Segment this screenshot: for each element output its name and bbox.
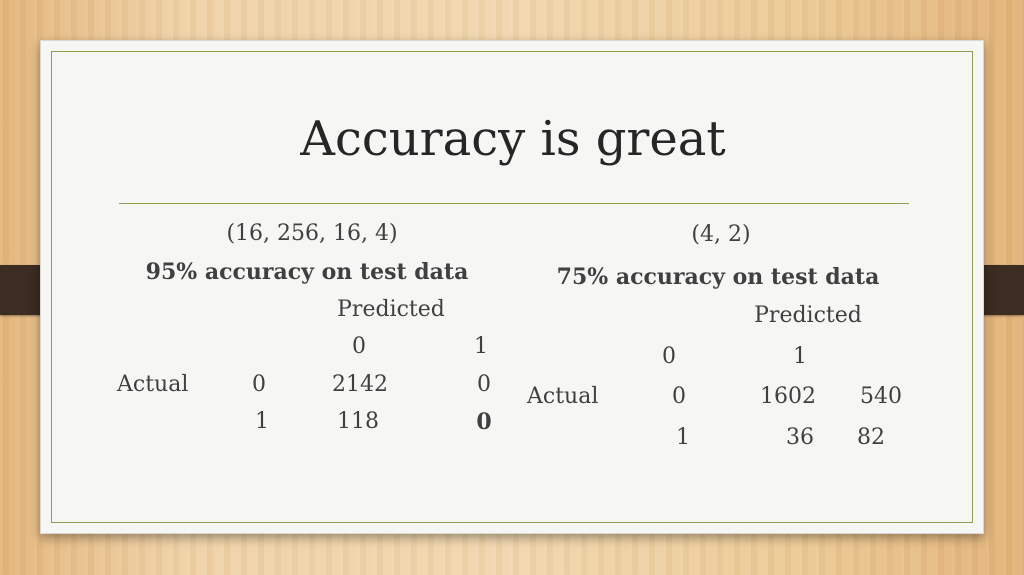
right-row-header-0: 0: [672, 384, 686, 409]
right-architecture: (4, 2): [691, 222, 751, 247]
left-cell-1-0: 118: [337, 409, 379, 434]
left-cell-0-0: 2142: [332, 372, 388, 397]
slide-title: Accuracy is great: [300, 111, 726, 167]
right-cell-0-0: 1602: [760, 384, 816, 409]
left-col-header-0: 0: [352, 334, 366, 359]
right-cell-1-0: 36: [786, 425, 814, 450]
right-row-header-1: 1: [676, 425, 690, 450]
right-col-header-0: 0: [662, 344, 676, 369]
left-row-header-0: 0: [252, 372, 266, 397]
left-cell-0-1: 0: [477, 372, 491, 397]
left-col-header-1: 1: [474, 334, 488, 359]
right-actual-label: Actual: [527, 384, 599, 409]
left-row-header-1: 1: [255, 409, 269, 434]
right-cell-0-1: 540: [860, 384, 902, 409]
left-actual-label: Actual: [117, 372, 189, 397]
left-architecture: (16, 256, 16, 4): [226, 221, 398, 246]
right-predicted-label: Predicted: [754, 303, 862, 328]
left-predicted-label: Predicted: [337, 297, 445, 322]
left-cell-1-1: 0: [476, 409, 492, 435]
right-cell-1-1: 82: [857, 425, 885, 450]
title-divider: [119, 203, 909, 204]
slide-paper: Accuracy is great (16, 256, 16, 4) 95% a…: [40, 40, 984, 534]
right-col-header-1: 1: [793, 344, 807, 369]
slide-border-frame: [51, 51, 973, 523]
left-accuracy: 95% accuracy on test data: [145, 259, 469, 285]
right-accuracy: 75% accuracy on test data: [556, 264, 880, 290]
